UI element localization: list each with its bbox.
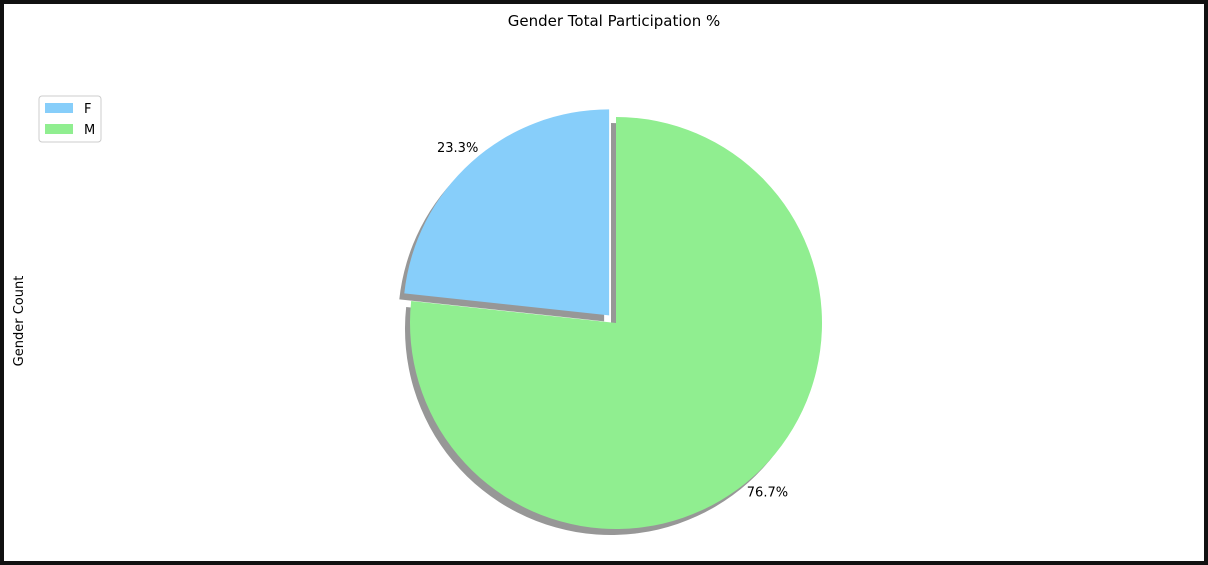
chart-title: Gender Total Participation % (508, 12, 721, 30)
legend-label-m: M (84, 123, 95, 138)
pie-percent-labels: 23.3% 76.7% (437, 141, 788, 501)
y-axis-label: Gender Count (12, 276, 27, 367)
legend-label-f: F (84, 102, 91, 117)
pie-slice-f-percent-label: 23.3% (437, 141, 478, 156)
legend: F M (38, 95, 102, 143)
pie-slice-m (410, 117, 823, 529)
legend-swatch-f (45, 103, 73, 113)
legend-swatch-m (45, 124, 73, 134)
pie-slice-f (404, 109, 610, 316)
pie-slices (404, 109, 823, 529)
pie-slice-m-percent-label: 76.7% (747, 486, 788, 501)
